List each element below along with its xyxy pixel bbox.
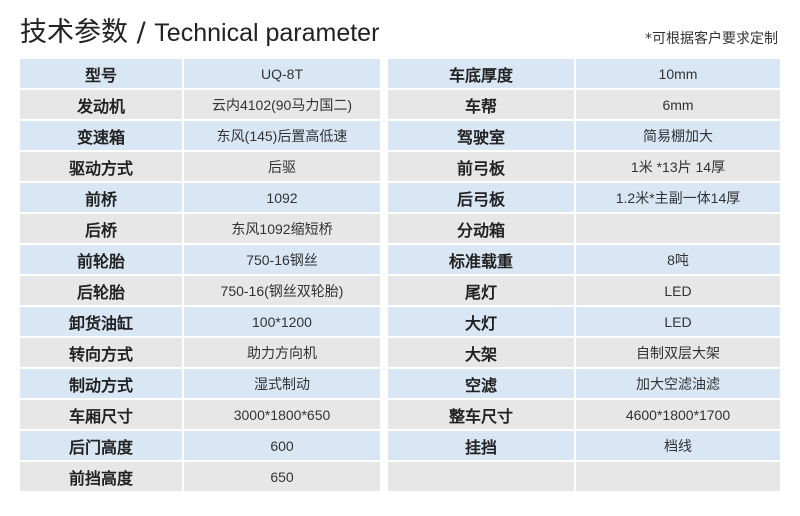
param-value: LED: [576, 276, 780, 305]
param-name: 尾灯: [388, 276, 576, 305]
table-row: 前挡高度 650: [20, 462, 380, 491]
table-row: [388, 462, 780, 491]
param-value: 600: [184, 431, 380, 460]
param-name: 大架: [388, 338, 576, 367]
table-row: 分动箱: [388, 214, 780, 243]
param-name: 分动箱: [388, 214, 576, 243]
param-name: 后门高度: [20, 431, 184, 460]
table-row: 驾驶室 简易棚加大: [388, 121, 780, 150]
title-separator: /: [136, 17, 146, 48]
param-name: 大灯: [388, 307, 576, 336]
spec-table-right: 车底厚度 10mm 车帮 6mm 驾驶室 简易棚加大 前弓板 1米 *13片 14厚 后弓板 1.…: [388, 57, 780, 493]
param-value: 750-16(钢丝双轮胎): [184, 276, 380, 305]
param-name: 车厢尺寸: [20, 400, 184, 429]
table-row: 转向方式 助力方向机: [20, 338, 380, 367]
table-row: 卸货油缸 100*1200: [20, 307, 380, 336]
title-en: Technical parameter: [154, 19, 380, 47]
param-value: 后驱: [184, 152, 380, 181]
param-name: 后轮胎: [20, 276, 184, 305]
param-name: 车底厚度: [388, 59, 576, 88]
param-value: 100*1200: [184, 307, 380, 336]
table-row: 前轮胎 750-16钢丝: [20, 245, 380, 274]
param-name: 变速箱: [20, 121, 184, 150]
table-row: 变速箱 东风(145)后置高低速: [20, 121, 380, 150]
param-name: 驱动方式: [20, 152, 184, 181]
table-row: 标准载重 8吨: [388, 245, 780, 274]
param-value: LED: [576, 307, 780, 336]
param-name: 转向方式: [20, 338, 184, 367]
table-row: 后轮胎 750-16(钢丝双轮胎): [20, 276, 380, 305]
param-name: 卸货油缸: [20, 307, 184, 336]
table-row: 大架 自制双层大架: [388, 338, 780, 367]
param-value: [576, 462, 780, 491]
param-value: 1米 *13片 14厚: [576, 152, 780, 181]
table-row: 后弓板 1.2米*主副一体14厚: [388, 183, 780, 212]
param-name: 型号: [20, 59, 184, 88]
param-name: 驾驶室: [388, 121, 576, 150]
param-value: 8吨: [576, 245, 780, 274]
param-name: 后弓板: [388, 183, 576, 212]
param-value: 档线: [576, 431, 780, 460]
customization-note: *可根据客户要求定制: [645, 31, 778, 47]
table-row: 制动方式 湿式制动: [20, 369, 380, 398]
table-row: 前桥 1092: [20, 183, 380, 212]
param-value: 自制双层大架: [576, 338, 780, 367]
param-value: 4600*1800*1700: [576, 400, 780, 429]
table-row: 大灯 LED: [388, 307, 780, 336]
table-row: 挂挡 档线: [388, 431, 780, 460]
param-name: 制动方式: [20, 369, 184, 398]
param-value: 6mm: [576, 90, 780, 119]
table-row: 前弓板 1米 *13片 14厚: [388, 152, 780, 181]
table-row: 车厢尺寸 3000*1800*650: [20, 400, 380, 429]
param-name: 前桥: [20, 183, 184, 212]
param-name: 空滤: [388, 369, 576, 398]
table-row: 尾灯 LED: [388, 276, 780, 305]
param-name: 整车尺寸: [388, 400, 576, 429]
param-value: 东风(145)后置高低速: [184, 121, 380, 150]
table-row: 型号 UQ-8T: [20, 59, 380, 88]
table-row: 发动机 云内4102(90马力国二): [20, 90, 380, 119]
param-name: 后桥: [20, 214, 184, 243]
param-name: 前挡高度: [20, 462, 184, 491]
table-row: 后桥 东风1092缩短桥: [20, 214, 380, 243]
param-value: 3000*1800*650: [184, 400, 380, 429]
param-name: 前轮胎: [20, 245, 184, 274]
table-row: 车底厚度 10mm: [388, 59, 780, 88]
param-value: 湿式制动: [184, 369, 380, 398]
param-value: 东风1092缩短桥: [184, 214, 380, 243]
table-row: 整车尺寸 4600*1800*1700: [388, 400, 780, 429]
param-value: 云内4102(90马力国二): [184, 90, 380, 119]
param-value: 简易棚加大: [576, 121, 780, 150]
param-name: [388, 462, 576, 491]
param-value: 1092: [184, 183, 380, 212]
title-cn: 技术参数: [20, 17, 128, 48]
table-row: 车帮 6mm: [388, 90, 780, 119]
param-value: 加大空滤油滤: [576, 369, 780, 398]
param-value: UQ-8T: [184, 59, 380, 88]
param-name: 车帮: [388, 90, 576, 119]
param-value: 650: [184, 462, 380, 491]
param-value: 助力方向机: [184, 338, 380, 367]
param-value: 10mm: [576, 59, 780, 88]
table-row: 驱动方式 后驱: [20, 152, 380, 181]
param-name: 标准载重: [388, 245, 576, 274]
param-name: 挂挡: [388, 431, 576, 460]
param-value: 1.2米*主副一体14厚: [576, 183, 780, 212]
table-row: 后门高度 600: [20, 431, 380, 460]
param-value: [576, 214, 780, 243]
page-title: 技术参数 / Technical parameter: [20, 10, 379, 49]
param-name: 前弓板: [388, 152, 576, 181]
param-name: 发动机: [20, 90, 184, 119]
param-value: 750-16钢丝: [184, 245, 380, 274]
spec-table-left: 型号 UQ-8T 发动机 云内4102(90马力国二) 变速箱 东风(145)后置高低速驱…: [20, 57, 380, 493]
table-row: 空滤 加大空滤油滤: [388, 369, 780, 398]
